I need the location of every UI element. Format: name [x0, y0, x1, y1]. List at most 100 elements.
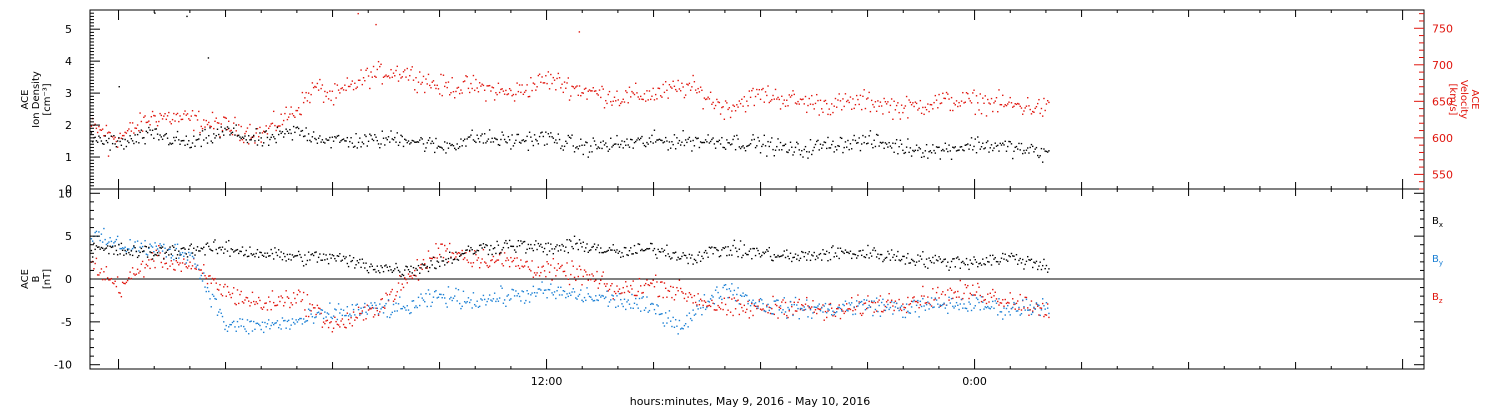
- bx-point-237: [386, 266, 388, 268]
- density-point-12: [105, 139, 108, 142]
- velocity-point-595: [833, 105, 835, 107]
- by-point-727: [998, 298, 1000, 300]
- density-point-325: [496, 138, 498, 141]
- bx-point-384: [570, 240, 572, 242]
- velocity-point-598: [837, 99, 839, 101]
- bz-point-617: [860, 314, 863, 317]
- velocity-point-0: [90, 125, 93, 127]
- by-point-490: [702, 306, 704, 309]
- by-point-297: [461, 305, 463, 308]
- density-point-28: [125, 145, 128, 148]
- bx-point-346: [522, 241, 525, 243]
- bx-point-726: [997, 261, 999, 263]
- density-point-573: [806, 150, 808, 153]
- density-point-480: [689, 140, 692, 142]
- density-point-191: [329, 136, 331, 139]
- density-point-175: [309, 139, 311, 142]
- by-point-105: [221, 315, 224, 318]
- bx-point-606: [847, 251, 849, 254]
- by-point-334: [507, 294, 510, 296]
- density-point-88: [200, 145, 202, 148]
- by-point-283: [444, 297, 446, 299]
- velocity-point-592: [829, 113, 832, 116]
- bz-point-438: [637, 290, 639, 293]
- bx-point-583: [818, 253, 820, 256]
- by-point-116: [235, 330, 237, 332]
- bx-point-742: [1017, 263, 1019, 265]
- by-point-446: [647, 311, 649, 313]
- bx-point-226: [372, 268, 375, 271]
- bz-point-154: [282, 305, 285, 307]
- density-point-289: [451, 143, 453, 146]
- bx-point-377: [561, 243, 563, 246]
- bx-point-740: [1014, 258, 1016, 261]
- density-point-750: [1027, 147, 1029, 149]
- density-point-460: [664, 136, 667, 139]
- by-point-515: [733, 289, 736, 292]
- density-point-476: [684, 139, 687, 141]
- velocity-point-433: [631, 90, 633, 93]
- bx-point-354: [532, 249, 535, 252]
- by-point-178: [312, 322, 315, 324]
- bz-point-50: [153, 260, 155, 262]
- by-point-725: [995, 302, 998, 304]
- by-point-391: [578, 293, 581, 296]
- density-point-761: [1040, 147, 1043, 150]
- density-point-428: [625, 144, 627, 146]
- bz-point-143: [269, 300, 271, 303]
- velocity-point-428: [625, 90, 627, 92]
- by-point-347: [523, 302, 526, 304]
- bz-point-151: [279, 300, 281, 303]
- density-point-644: [894, 142, 897, 145]
- density-point-288: [450, 144, 452, 147]
- velocity-point-590: [827, 113, 829, 116]
- velocity-point-766: [1046, 100, 1049, 102]
- by-point-457: [661, 313, 663, 315]
- bx-point-527: [748, 250, 751, 252]
- density-point-153: [281, 131, 284, 133]
- bz-point-622: [867, 295, 869, 297]
- bx-point-142: [267, 255, 270, 257]
- density-point-477: [686, 141, 688, 144]
- bx-point-4: [95, 245, 98, 247]
- density-point-54: [158, 139, 160, 141]
- velocity-point-493: [706, 98, 708, 100]
- density-point-133: [256, 144, 259, 146]
- bz-point-275: [434, 256, 436, 259]
- bx-point-432: [630, 247, 632, 249]
- bx-point-68: [175, 257, 177, 260]
- bx-point-748: [1024, 263, 1026, 266]
- density-point-43: [144, 143, 146, 145]
- bz-point-664: [919, 304, 922, 306]
- density-point-742: [1017, 148, 1019, 150]
- bz-point-386: [572, 265, 574, 267]
- bz-point-695: [958, 296, 960, 298]
- velocity-point-579: [813, 108, 815, 110]
- velocity-point-754: [1032, 110, 1034, 113]
- bx-point-690: [952, 258, 954, 260]
- density-point-154: [282, 136, 285, 138]
- density-point-221: [366, 145, 369, 147]
- density-point-346: [522, 139, 525, 141]
- by-point-68: [175, 247, 177, 250]
- velocity-point-701: [965, 92, 968, 94]
- density-point-612: [854, 139, 857, 142]
- velocity-point-404: [595, 90, 597, 92]
- by-point-72: [180, 254, 182, 256]
- bz-point-187: [324, 322, 326, 325]
- bz-point-16: [110, 277, 113, 280]
- bz-point-416: [610, 285, 612, 287]
- velocity-point-237: [386, 75, 388, 78]
- by-point-332: [505, 305, 507, 307]
- velocity-point-419: [613, 96, 616, 98]
- by-point-24: [120, 247, 123, 250]
- velocity-point-181: [316, 82, 319, 85]
- bx-point-93: [206, 242, 209, 244]
- bx-point-505: [721, 249, 723, 251]
- bx-point-762: [1041, 264, 1044, 267]
- velocity-point-240: [390, 68, 392, 71]
- bz-point-211: [354, 319, 356, 321]
- density-point-554: [782, 144, 784, 147]
- bz-point-563: [793, 301, 795, 304]
- velocity-point-530: [752, 87, 754, 90]
